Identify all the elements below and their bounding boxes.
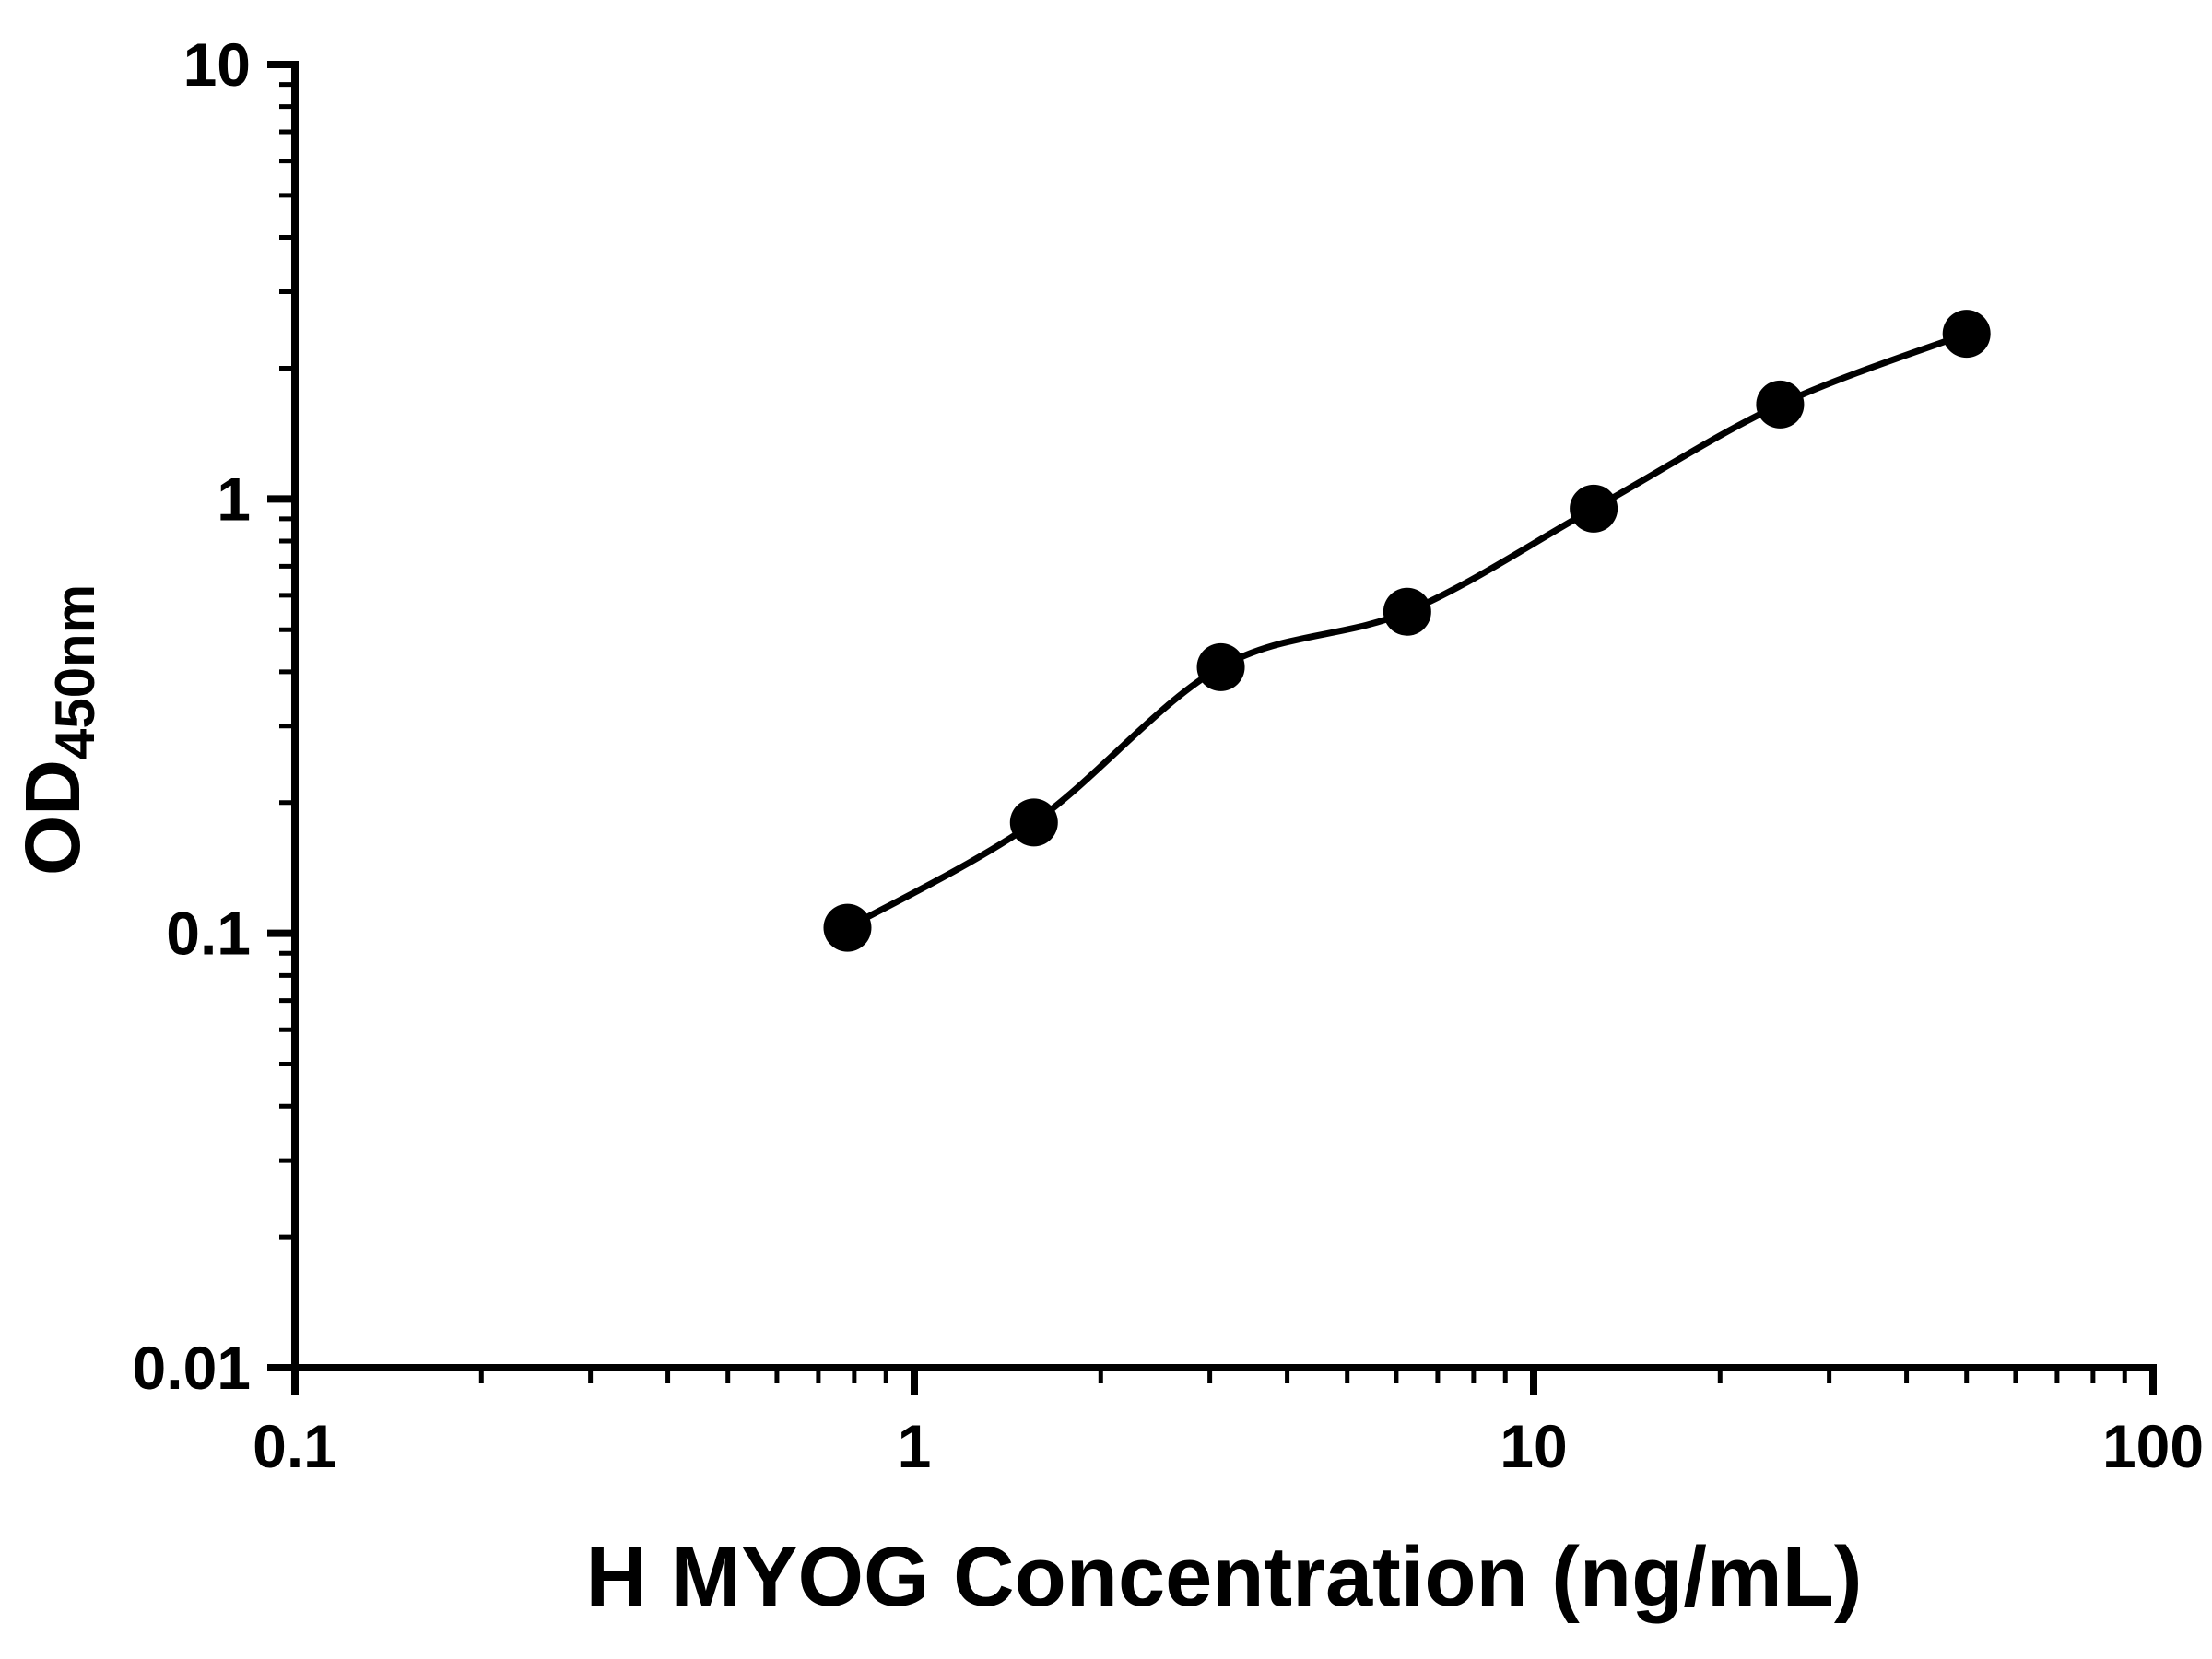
axis-major-ticks xyxy=(267,61,2157,1395)
y-axis-tick-label: 0.1 xyxy=(166,900,251,968)
y-axis-title-subscript: 450nm xyxy=(44,584,106,759)
data-point xyxy=(1570,484,1618,533)
axes xyxy=(291,61,2157,1371)
data-point xyxy=(1382,587,1431,636)
x-axis-tick-label: 10 xyxy=(1500,1412,1567,1480)
data-point xyxy=(823,903,872,952)
x-axis-title: H MYOG Concentration (ng/mL) xyxy=(585,1530,1862,1624)
x-axis-tick-label: 0.1 xyxy=(253,1412,337,1480)
x-axis-tick-label: 100 xyxy=(2102,1412,2204,1480)
y-axis-tick-label: 1 xyxy=(217,465,251,533)
axis-minor-ticks xyxy=(279,82,2127,1383)
data-point xyxy=(1009,798,1058,847)
x-axis-tick-label: 1 xyxy=(898,1412,932,1480)
y-axis-title: OD450nm xyxy=(9,584,106,876)
data-point xyxy=(1196,642,1245,691)
data-series xyxy=(823,310,1991,952)
y-axis-title-main: OD xyxy=(9,759,96,876)
data-point xyxy=(1756,380,1805,429)
y-axis-tick-label: 0.01 xyxy=(133,1334,251,1402)
data-point xyxy=(1942,310,1991,359)
y-axis-tick-label: 10 xyxy=(183,30,251,99)
